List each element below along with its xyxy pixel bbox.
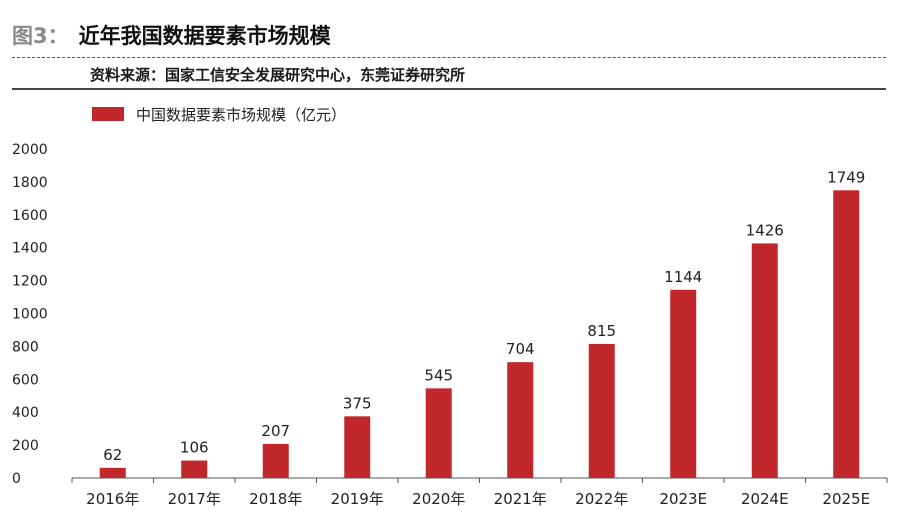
figure-source: 资料来源：国家工信安全发展研究中心，东莞证券研究所 [90, 66, 466, 84]
data-label: 815 [587, 322, 616, 340]
data-label: 1749 [827, 168, 865, 186]
bar [751, 243, 778, 478]
data-label: 375 [343, 394, 372, 412]
x-tick-label: 2018年 [249, 490, 302, 508]
title-divider [12, 57, 886, 58]
y-tick-label: 1800 [12, 175, 48, 191]
legend-label: 中国数据要素市场规模（亿元） [136, 105, 347, 124]
bar [344, 416, 371, 478]
data-label: 207 [261, 422, 290, 440]
x-tick-label: 2021年 [494, 490, 547, 508]
y-tick-label: 1600 [12, 208, 48, 224]
bar [588, 343, 615, 478]
bar [425, 388, 452, 478]
chart-legend: 中国数据要素市场规模（亿元） [92, 104, 346, 124]
data-label: 1426 [746, 221, 784, 239]
bar [833, 190, 860, 479]
y-tick-label: 0 [12, 471, 21, 487]
data-label: 62 [103, 446, 122, 464]
data-label: 1144 [664, 268, 702, 286]
figure-title-text: 近年我国数据要素市场规模 [78, 24, 331, 48]
y-tick-label: 800 [12, 339, 39, 355]
bar [99, 467, 126, 478]
x-tick-label: 2019年 [331, 490, 384, 508]
bar [670, 289, 697, 478]
x-tick-label: 2023E [659, 490, 707, 508]
y-tick-label: 1400 [12, 241, 48, 257]
data-label: 545 [424, 366, 453, 384]
bar [507, 362, 534, 478]
figure-title: 图3： 近年我国数据要素市场规模 [12, 20, 331, 50]
bar [262, 443, 289, 478]
x-tick-label: 2024E [741, 490, 789, 508]
x-tick-label: 2020年 [412, 490, 465, 508]
y-tick-label: 2000 [12, 142, 48, 158]
x-tick-label: 2022年 [575, 490, 628, 508]
data-label: 106 [180, 439, 209, 457]
y-tick-label: 200 [12, 438, 39, 454]
legend-swatch [92, 107, 124, 121]
y-tick-label: 1200 [12, 274, 48, 290]
x-tick-label: 2017年 [168, 490, 221, 508]
bar [181, 460, 208, 478]
y-tick-label: 1000 [12, 307, 48, 323]
x-tick-label: 2025E [822, 490, 870, 508]
data-label: 704 [506, 340, 535, 358]
y-tick-label: 600 [12, 372, 39, 388]
figure-label: 图3： [12, 24, 69, 48]
source-divider [12, 88, 886, 90]
x-tick-label: 2016年 [86, 490, 139, 508]
y-tick-label: 400 [12, 405, 39, 421]
